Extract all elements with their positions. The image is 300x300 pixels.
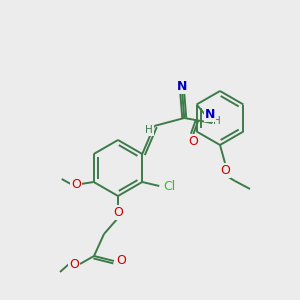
Text: N: N <box>205 107 215 121</box>
Text: H: H <box>146 125 153 135</box>
Text: N: N <box>177 80 188 92</box>
Text: O: O <box>188 135 198 148</box>
Text: Cl: Cl <box>163 179 176 193</box>
Text: O: O <box>69 257 79 271</box>
Text: O: O <box>116 254 126 268</box>
Text: O: O <box>71 178 81 190</box>
Text: H: H <box>213 116 221 126</box>
Text: O: O <box>113 206 123 218</box>
Text: O: O <box>220 164 230 176</box>
